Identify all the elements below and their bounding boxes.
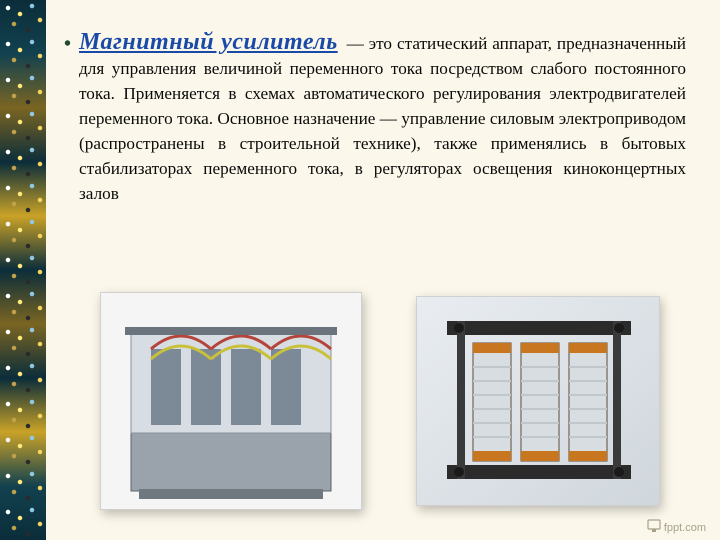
image-2 bbox=[416, 296, 660, 506]
bullet-glyph: • bbox=[64, 30, 71, 58]
image-row bbox=[80, 282, 680, 520]
content-area: • Магнитный усилитель — это статический … bbox=[64, 30, 686, 206]
footer-brand-text: fppt.com bbox=[664, 522, 706, 534]
brand-icon bbox=[647, 519, 661, 533]
footer-brand: fppt.com bbox=[647, 519, 706, 534]
image-1 bbox=[100, 292, 362, 510]
decorative-left-strip bbox=[0, 0, 46, 540]
term-heading: Магнитный усилитель bbox=[79, 29, 342, 55]
bullet-paragraph: • Магнитный усилитель — это статический … bbox=[64, 30, 686, 206]
slide: • Магнитный усилитель — это статический … bbox=[0, 0, 720, 540]
paragraph: Магнитный усилитель — это статический ап… bbox=[79, 30, 686, 206]
body-text: — это статический аппарат, предназначенн… bbox=[79, 34, 686, 203]
